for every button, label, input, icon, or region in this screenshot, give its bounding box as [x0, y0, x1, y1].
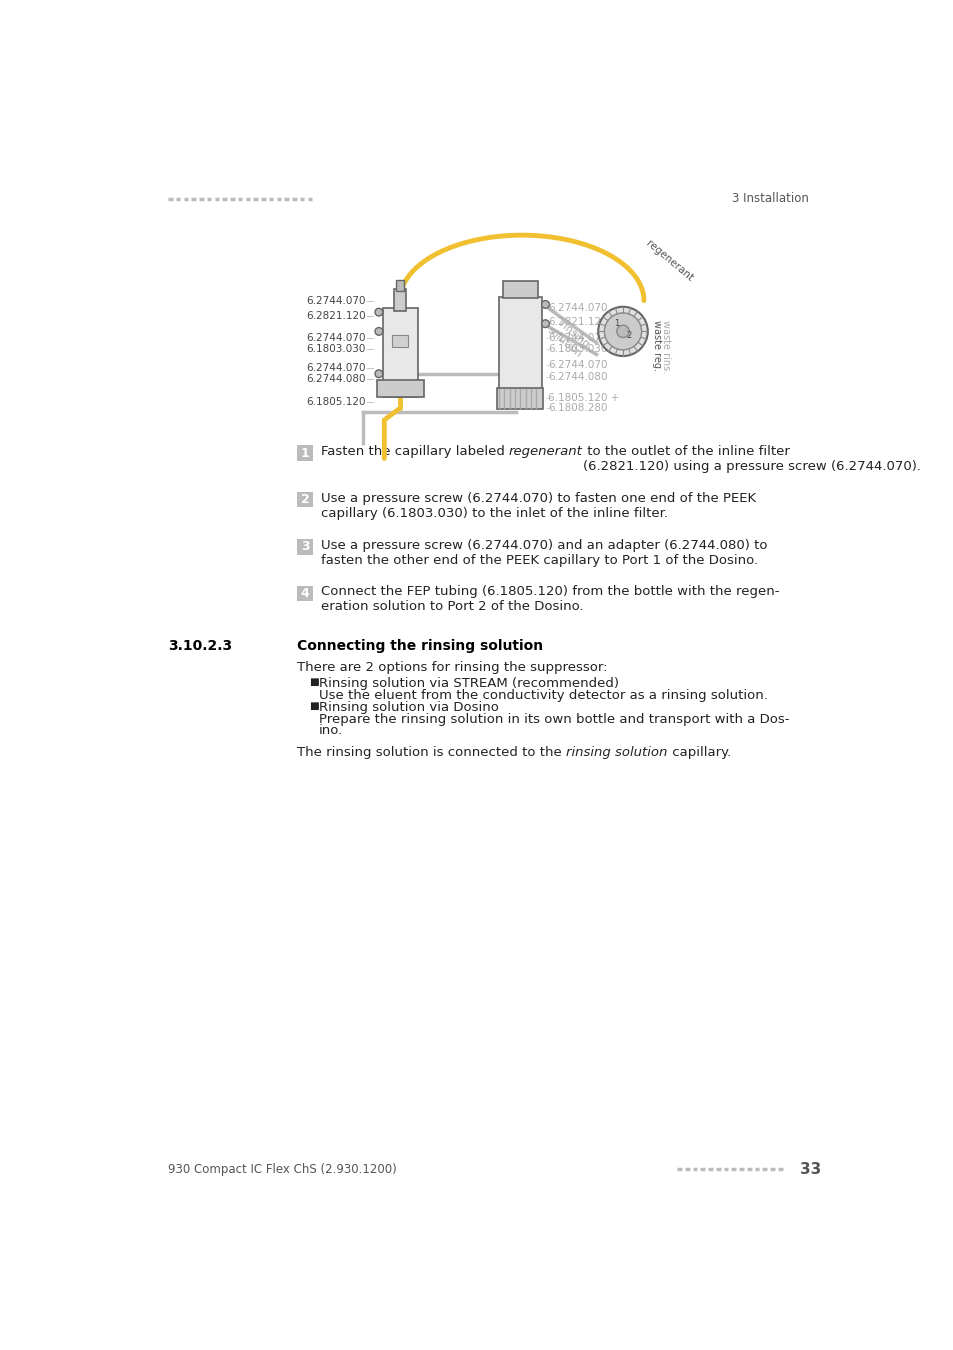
- Text: 3.10.2.3: 3.10.2.3: [168, 640, 232, 653]
- Text: 2: 2: [300, 493, 310, 506]
- Text: 6.2821.120: 6.2821.120: [306, 310, 365, 321]
- Text: ■: ■: [309, 678, 318, 687]
- Text: 1: 1: [300, 447, 310, 459]
- Circle shape: [375, 370, 382, 378]
- Circle shape: [617, 325, 629, 338]
- Text: rinsing solution: rinsing solution: [566, 745, 667, 759]
- Bar: [297, 446, 313, 460]
- Text: rinsing
solution: rinsing solution: [544, 316, 590, 359]
- Text: 6.1805.120 +: 6.1805.120 +: [547, 393, 618, 402]
- Text: 6.1808.280: 6.1808.280: [547, 402, 607, 413]
- Text: Rinsing solution via Dosino: Rinsing solution via Dosino: [319, 701, 498, 714]
- Text: regenerant: regenerant: [643, 239, 694, 284]
- Circle shape: [598, 306, 647, 356]
- Circle shape: [604, 313, 641, 350]
- Text: 6.1805.120: 6.1805.120: [306, 397, 365, 408]
- Text: 1: 1: [614, 319, 618, 328]
- Text: Use a pressure screw (6.2744.070) to fasten one end of the PEEK
capillary (6.180: Use a pressure screw (6.2744.070) to fas…: [320, 491, 755, 520]
- Bar: [382, 308, 417, 397]
- Text: 6.2744.080: 6.2744.080: [547, 371, 607, 382]
- Text: 4: 4: [300, 587, 310, 599]
- Bar: [497, 387, 542, 409]
- Bar: [297, 586, 313, 601]
- Bar: [498, 297, 541, 389]
- Text: There are 2 options for rinsing the suppressor:: There are 2 options for rinsing the supp…: [297, 662, 607, 674]
- Text: The rinsing solution is connected to the: The rinsing solution is connected to the: [297, 745, 566, 759]
- Text: 6.2744.070: 6.2744.070: [306, 296, 365, 305]
- Text: 6.2744.070: 6.2744.070: [306, 363, 365, 374]
- Bar: [297, 491, 313, 508]
- Text: 6.2744.070: 6.2744.070: [547, 304, 607, 313]
- Text: Fasten the capillary labeled: Fasten the capillary labeled: [320, 446, 508, 459]
- Bar: [394, 289, 406, 310]
- Text: Rinsing solution via STREAM (recommended): Rinsing solution via STREAM (recommended…: [319, 678, 618, 690]
- Text: regenerant: regenerant: [508, 446, 582, 459]
- Circle shape: [375, 328, 382, 335]
- Text: Connecting the rinsing solution: Connecting the rinsing solution: [297, 640, 543, 653]
- Circle shape: [541, 320, 549, 328]
- Text: 6.2744.070: 6.2744.070: [547, 332, 607, 343]
- Text: 6.2821.120: 6.2821.120: [547, 317, 607, 327]
- Text: waste reg.: waste reg.: [652, 320, 661, 371]
- Text: ■: ■: [309, 701, 318, 711]
- Circle shape: [541, 301, 549, 308]
- Bar: [395, 279, 403, 290]
- Text: 6.2744.070: 6.2744.070: [306, 332, 365, 343]
- Text: to the outlet of the inline filter
(6.2821.120) using a pressure screw (6.2744.0: to the outlet of the inline filter (6.28…: [582, 446, 920, 474]
- Bar: [502, 281, 537, 298]
- Text: 6.2744.080: 6.2744.080: [306, 374, 365, 385]
- Text: waste rins.: waste rins.: [660, 320, 671, 373]
- Text: 3 Installation: 3 Installation: [731, 193, 808, 205]
- Bar: [376, 379, 423, 397]
- Text: 2: 2: [626, 331, 631, 340]
- Text: 6.1803.030: 6.1803.030: [547, 344, 606, 354]
- Text: 6.1803.030: 6.1803.030: [306, 344, 365, 354]
- Text: Use a pressure screw (6.2744.070) and an adapter (6.2744.080) to
fasten the othe: Use a pressure screw (6.2744.070) and an…: [320, 539, 766, 567]
- Text: 33: 33: [799, 1161, 821, 1177]
- Text: Connect the FEP tubing (6.1805.120) from the bottle with the regen-
eration solu: Connect the FEP tubing (6.1805.120) from…: [320, 586, 779, 613]
- Bar: [392, 335, 407, 347]
- Text: capillary.: capillary.: [667, 745, 730, 759]
- Text: Use the eluent from the conductivity detector as a rinsing solution.: Use the eluent from the conductivity det…: [319, 688, 767, 702]
- Text: Prepare the rinsing solution in its own bottle and transport with a Dos-: Prepare the rinsing solution in its own …: [319, 713, 789, 725]
- Circle shape: [375, 308, 382, 316]
- Bar: [297, 539, 313, 555]
- Text: 3: 3: [300, 540, 309, 553]
- Text: ino.: ino.: [319, 724, 343, 737]
- Text: 930 Compact IC Flex ChS (2.930.1200): 930 Compact IC Flex ChS (2.930.1200): [168, 1162, 396, 1176]
- Text: 6.2744.070: 6.2744.070: [547, 360, 607, 370]
